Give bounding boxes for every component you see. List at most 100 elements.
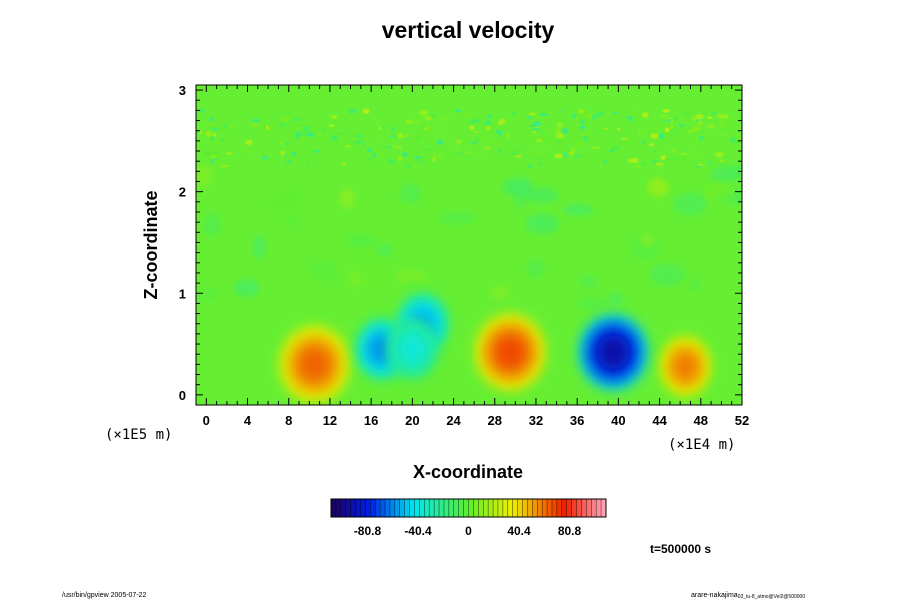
field-variation: [340, 188, 355, 209]
velocity-feature: [494, 335, 526, 369]
colorbar-tick-label: -40.4: [404, 524, 432, 538]
noise-speckle: [526, 115, 532, 120]
field-variation: [376, 243, 393, 257]
colorbar-cell: [556, 499, 563, 517]
field-variation: [309, 261, 338, 281]
colorbar-cell: [409, 499, 415, 517]
colorbar-tick-label: -80.8: [354, 524, 382, 538]
velocity-feature: [673, 352, 698, 380]
noise-speckle: [280, 150, 286, 157]
colorbar-cell: [331, 499, 337, 517]
colorbar-cell: [532, 499, 538, 517]
noise-speckle: [697, 120, 704, 126]
noise-speckle: [465, 151, 473, 155]
noise-speckle: [380, 124, 387, 131]
noise-speckle: [432, 156, 436, 162]
noise-speckle: [591, 115, 597, 120]
noise-speckle: [424, 115, 432, 121]
colorbar-tick-label: 40.4: [507, 524, 531, 538]
noise-speckle: [468, 122, 477, 126]
noise-speckle: [497, 149, 503, 154]
noise-speckle: [313, 149, 321, 153]
noise-speckle: [291, 151, 297, 157]
field-variation: [196, 288, 219, 302]
noise-speckle: [279, 123, 286, 127]
noise-speckle: [719, 159, 725, 163]
noise-speckle: [211, 127, 218, 131]
colorbar-cell: [517, 499, 523, 517]
colorbar-cell: [547, 499, 553, 517]
colorbar-cell: [429, 499, 435, 517]
noise-speckle: [540, 135, 546, 141]
field-variation: [705, 183, 734, 202]
noise-speckle: [556, 132, 565, 139]
noise-speckle: [529, 124, 538, 128]
noise-speckle: [641, 139, 645, 145]
noise-speckle: [487, 114, 492, 120]
noise-speckle: [575, 118, 579, 121]
x-tick-label: 8: [285, 413, 292, 428]
noise-speckle: [220, 165, 229, 168]
noise-speckle: [652, 127, 658, 131]
noise-speckle: [692, 126, 702, 131]
noise-speckle: [498, 130, 503, 136]
colorbar-ticks: -80.8 -40.4 0 40.4 80.8: [354, 524, 582, 538]
noise-speckle: [380, 153, 384, 157]
noise-speckle: [209, 117, 214, 122]
field-variation: [649, 263, 685, 286]
noise-speckle: [526, 163, 534, 168]
noise-speckle: [473, 130, 481, 134]
colorbar-cell: [458, 499, 464, 517]
y-axis-ticks: 0 1 2 3: [179, 83, 742, 403]
noise-speckle: [482, 156, 490, 159]
noise-speckle: [517, 135, 524, 138]
footer-left: /usr/bin/gpview 2005-07-22: [62, 592, 147, 599]
noise-speckle: [690, 149, 694, 156]
field-variation: [440, 212, 476, 224]
noise-speckle: [537, 161, 543, 168]
noise-speckle: [715, 151, 724, 158]
noise-speckle: [707, 161, 712, 165]
footer-right-main: arare-nakajima: [691, 592, 738, 599]
noise-speckle: [637, 131, 642, 135]
noise-speckle: [386, 145, 393, 149]
noise-speckle: [295, 134, 299, 140]
noise-speckle: [660, 114, 667, 118]
noise-speckle: [436, 154, 443, 160]
y-axis-label: Z-coordinate: [141, 190, 161, 299]
noise-speckle: [391, 145, 400, 149]
noise-speckle: [344, 144, 351, 148]
noise-speckle: [306, 132, 314, 138]
noise-speckle: [722, 156, 730, 159]
x-tick-label: 44: [652, 413, 667, 428]
field-variation: [196, 164, 214, 188]
colorbar-cell: [497, 499, 504, 517]
field-variation: [526, 259, 545, 278]
noise-speckle: [455, 109, 462, 113]
noise-speckle: [553, 160, 562, 163]
x-tick-label: 0: [203, 413, 210, 428]
colorbar-cell: [576, 499, 582, 517]
colorbar-cell: [473, 499, 479, 517]
noise-speckle: [375, 133, 380, 140]
x-tick-label: 32: [529, 413, 543, 428]
field-variation: [265, 192, 300, 213]
noise-speckle: [469, 125, 475, 131]
plot-area: [196, 85, 742, 405]
noise-speckle: [499, 118, 507, 124]
noise-speckle: [436, 139, 444, 145]
noise-speckle: [431, 152, 438, 158]
noise-speckle: [603, 123, 610, 129]
noise-speckle: [312, 130, 319, 133]
colorbar-cell: [365, 499, 371, 517]
noise-speckle: [285, 159, 293, 164]
noise-speckle: [595, 111, 605, 117]
noise-speckle: [365, 130, 373, 135]
noise-speckle: [419, 109, 429, 116]
noise-speckle: [665, 157, 671, 164]
noise-speckle: [344, 127, 348, 130]
colorbar-cell: [537, 499, 543, 517]
colorbar-cell: [561, 499, 568, 517]
noise-speckle: [330, 129, 340, 135]
noise-speckle: [340, 162, 347, 166]
